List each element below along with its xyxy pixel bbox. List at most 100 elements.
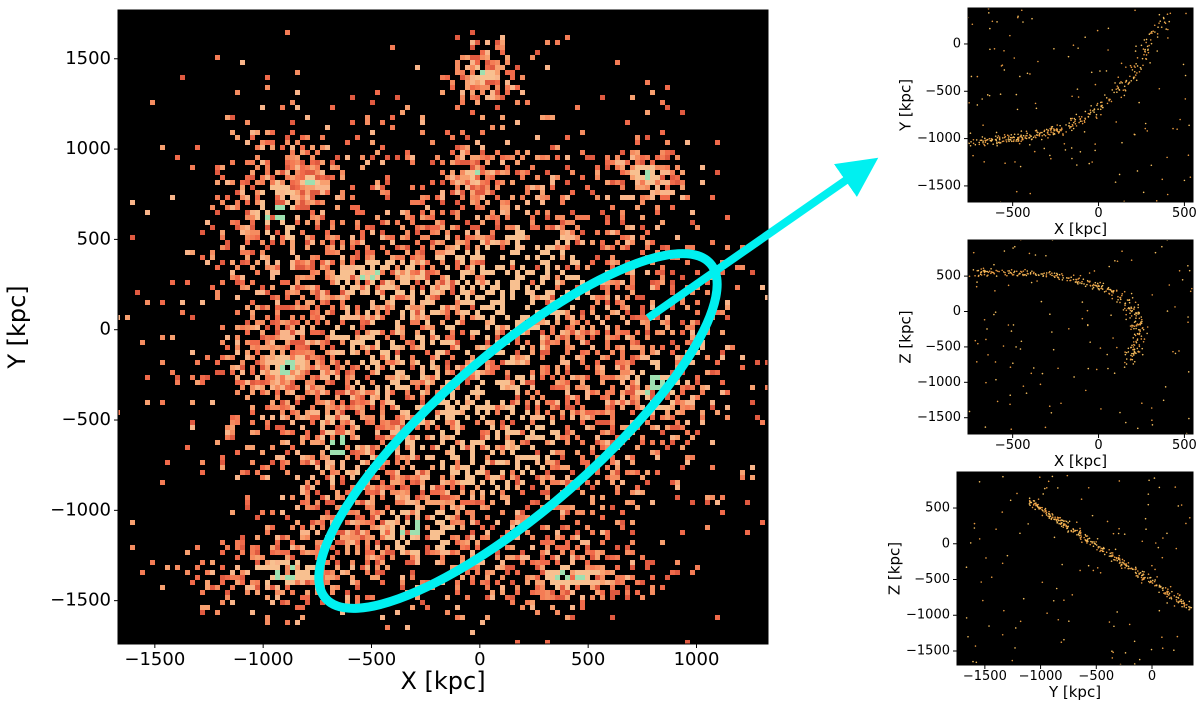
density-cell bbox=[375, 445, 380, 450]
density-cell bbox=[445, 235, 450, 240]
density-cell bbox=[430, 340, 435, 345]
density-cell bbox=[265, 85, 270, 90]
density-cell bbox=[665, 445, 670, 450]
density-cell bbox=[465, 445, 470, 450]
density-cell bbox=[475, 275, 480, 280]
density-cell bbox=[295, 355, 300, 360]
density-cell bbox=[545, 490, 550, 495]
density-cell bbox=[530, 470, 535, 475]
density-cell bbox=[470, 160, 475, 165]
density-cell bbox=[580, 440, 585, 445]
density-cell bbox=[290, 265, 295, 270]
density-cell bbox=[380, 220, 385, 225]
density-cell bbox=[470, 165, 475, 170]
density-cell bbox=[395, 445, 400, 450]
density-cell bbox=[575, 260, 580, 265]
density-cell bbox=[270, 340, 275, 345]
density-cell bbox=[385, 625, 390, 630]
density-cell bbox=[285, 305, 290, 310]
density-cell bbox=[505, 165, 510, 170]
density-cell bbox=[520, 490, 525, 495]
density-cell bbox=[510, 555, 515, 560]
density-cell bbox=[515, 515, 520, 520]
density-cell bbox=[290, 565, 295, 570]
density-cell bbox=[530, 5, 535, 10]
density-cell bbox=[560, 250, 565, 255]
density-cell bbox=[340, 465, 345, 470]
density-cell bbox=[415, 385, 420, 390]
density-cell bbox=[395, 270, 400, 275]
density-cell bbox=[455, 180, 460, 185]
density-cell bbox=[475, 170, 480, 175]
density-cell bbox=[255, 360, 260, 365]
density-cell bbox=[725, 315, 730, 320]
density-cell bbox=[440, 240, 445, 245]
density-cell bbox=[275, 405, 280, 410]
density-cell bbox=[310, 350, 315, 355]
density-cell bbox=[570, 275, 575, 280]
density-cell bbox=[455, 365, 460, 370]
density-cell bbox=[225, 195, 230, 200]
density-cell bbox=[605, 215, 610, 220]
density-cell bbox=[470, 40, 475, 45]
density-cell bbox=[205, 375, 210, 380]
density-cell bbox=[685, 305, 690, 310]
density-cell bbox=[395, 455, 400, 460]
density-cell bbox=[450, 420, 455, 425]
density-cell bbox=[465, 500, 470, 505]
density-cell bbox=[285, 460, 290, 465]
density-cell bbox=[265, 390, 270, 395]
density-cell bbox=[270, 235, 275, 240]
density-cell bbox=[580, 555, 585, 560]
density-cell bbox=[345, 470, 350, 475]
density-cell bbox=[255, 350, 260, 355]
density-cell bbox=[330, 295, 335, 300]
density-cell bbox=[465, 145, 470, 150]
density-cell bbox=[475, 65, 480, 70]
density-cell bbox=[515, 150, 520, 155]
density-cell bbox=[545, 455, 550, 460]
density-cell bbox=[240, 365, 245, 370]
density-cell bbox=[275, 295, 280, 300]
density-cell bbox=[320, 355, 325, 360]
density-cell bbox=[570, 345, 575, 350]
density-cell bbox=[230, 260, 235, 265]
density-cell bbox=[640, 185, 645, 190]
density-cell bbox=[250, 185, 255, 190]
density-cell bbox=[500, 45, 505, 50]
density-cell bbox=[265, 370, 270, 375]
density-cell bbox=[445, 360, 450, 365]
density-cell bbox=[370, 360, 375, 365]
density-cell bbox=[380, 550, 385, 555]
density-cell bbox=[240, 225, 245, 230]
density-cell bbox=[400, 325, 405, 330]
density-cell bbox=[255, 210, 260, 215]
density-cell bbox=[390, 405, 395, 410]
density-cell bbox=[520, 265, 525, 270]
density-cell bbox=[430, 265, 435, 270]
density-cell bbox=[475, 390, 480, 395]
density-cell bbox=[225, 180, 230, 185]
density-cell bbox=[350, 95, 355, 100]
density-cell bbox=[390, 485, 395, 490]
density-cell bbox=[500, 325, 505, 330]
density-cell bbox=[300, 305, 305, 310]
density-cell bbox=[470, 400, 475, 405]
density-cell bbox=[495, 105, 500, 110]
density-cell bbox=[305, 275, 310, 280]
density-cell bbox=[480, 75, 485, 80]
density-cell bbox=[720, 310, 725, 315]
density-cell bbox=[495, 460, 500, 465]
density-cell bbox=[265, 380, 270, 385]
density-cell bbox=[560, 510, 565, 515]
density-cell bbox=[530, 420, 535, 425]
density-cell bbox=[355, 595, 360, 600]
density-cell bbox=[485, 190, 490, 195]
density-cell bbox=[475, 500, 480, 505]
density-cell bbox=[50, 550, 55, 555]
density-cell bbox=[340, 175, 345, 180]
density-cell bbox=[430, 360, 435, 365]
density-cell bbox=[395, 470, 400, 475]
density-cell bbox=[610, 615, 615, 620]
density-cell bbox=[575, 410, 580, 415]
